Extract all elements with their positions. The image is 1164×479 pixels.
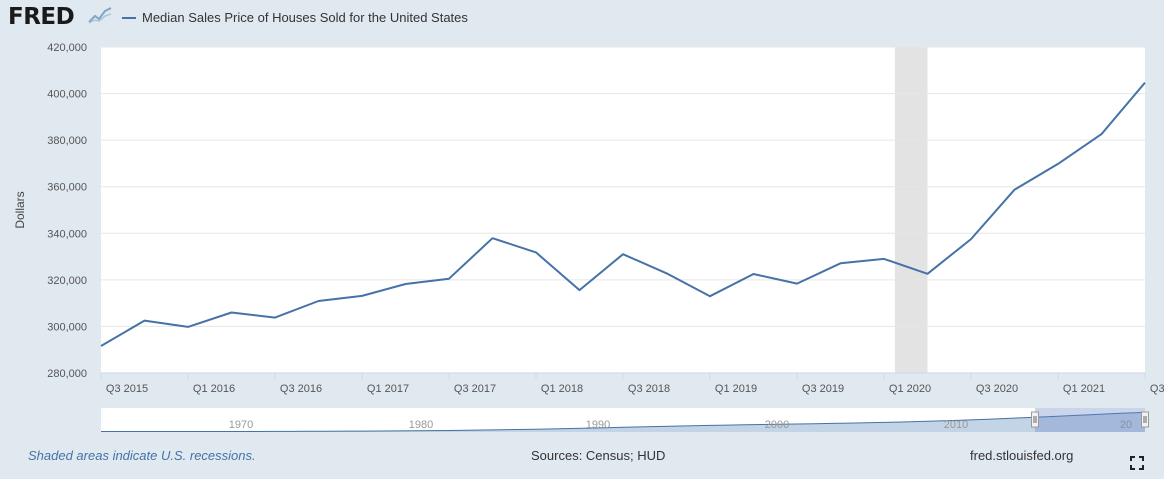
x-tick-label: Q3 2017: [454, 383, 496, 395]
x-tick-label: Q1 2017: [367, 383, 409, 395]
x-tick-label: Q3 2021: [1150, 383, 1164, 395]
y-axis-label: Dollars: [13, 191, 27, 228]
navigator-label: 20: [1120, 419, 1132, 431]
y-tick-label: 340,000: [47, 228, 87, 240]
y-tick-label: 320,000: [47, 275, 87, 287]
navigator-line: [101, 411, 1146, 432]
navigator-label: 1970: [229, 419, 253, 431]
navigator-label: 1990: [586, 419, 610, 431]
recession-band: [894, 47, 928, 373]
x-tick-label: Q3 2016: [280, 383, 322, 395]
x-tick-label: Q3 2015: [106, 383, 148, 395]
y-tick-label: 420,000: [47, 42, 87, 54]
y-tick-label: 380,000: [47, 135, 87, 147]
navigator-handle[interactable]: [1031, 411, 1039, 428]
chart-area[interactable]: 280,000 300,000 320,000 340,000 360,000 380,0…: [0, 0, 1164, 440]
fred-logo[interactable]: FRED: [8, 4, 75, 30]
series-title[interactable]: Median Sales Price of Houses Sold for th…: [142, 10, 468, 25]
navigator[interactable]: 1970 1980 1990 2000 2010 20: [101, 408, 1149, 432]
legend-swatch: [122, 17, 136, 19]
navigator-selection[interactable]: [1035, 408, 1145, 432]
navigator-area: [101, 412, 1145, 432]
y-tick-label: 300,000: [47, 321, 87, 333]
site-link[interactable]: fred.stlouisfed.org: [970, 448, 1074, 463]
navigator-label: 2000: [765, 419, 789, 431]
navigator-label: 2010: [944, 419, 968, 431]
x-tick-label: Q1 2021: [1063, 383, 1105, 395]
x-tick-label: Q3 2019: [802, 383, 844, 395]
x-tick-label: Q3 2020: [976, 383, 1018, 395]
y-tick-label: 400,000: [47, 89, 87, 101]
x-tick-label: Q1 2020: [889, 383, 931, 395]
x-tick-label: Q1 2016: [193, 383, 235, 395]
x-tick-label: Q1 2019: [715, 383, 757, 395]
x-tick-label: Q3 2018: [628, 383, 670, 395]
x-tick-label: Q1 2018: [541, 383, 583, 395]
plot-background: [101, 47, 1145, 373]
line-chart-icon: [88, 6, 112, 24]
navigator-handle[interactable]: [1141, 411, 1149, 428]
navigator-label: 1980: [409, 419, 433, 431]
y-tick-label: 280,000: [47, 368, 87, 380]
recession-note: Shaded areas indicate U.S. recessions.: [28, 448, 256, 463]
y-tick-label: 360,000: [47, 182, 87, 194]
fullscreen-icon[interactable]: [1130, 456, 1144, 470]
sources-text: Sources: Census; HUD: [531, 448, 666, 463]
chart-header: FRED Median Sales Price of Houses Sold f…: [0, 0, 1164, 38]
series-line[interactable]: [100, 81, 1146, 347]
